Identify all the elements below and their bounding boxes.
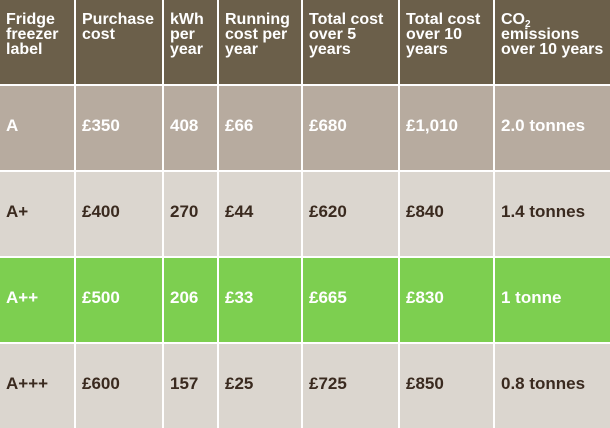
header-total-cost-5-years: Total cost over 5 years [303, 0, 400, 86]
cell-co2: 1 tonne [495, 258, 610, 344]
header-running-cost: Running cost per year [219, 0, 303, 86]
cell-kwh: 270 [164, 172, 219, 258]
co2-text: CO [501, 11, 525, 28]
header-co2-emissions: CO2 emissions over 10 years [495, 0, 610, 86]
cell-kwh: 157 [164, 344, 219, 428]
cell-label: A [0, 86, 76, 172]
cell-purchase-cost: £350 [76, 86, 164, 172]
cell-kwh: 206 [164, 258, 219, 344]
cell-total-5: £620 [303, 172, 400, 258]
cell-co2: 2.0 tonnes [495, 86, 610, 172]
cell-running-cost: £25 [219, 344, 303, 428]
cell-total-5: £680 [303, 86, 400, 172]
cell-total-10: £840 [400, 172, 495, 258]
co2-subscript: 2 [525, 19, 531, 30]
table-row-a-plus-plus-plus: A+++ £600 157 £25 £725 £850 0.8 tonnes [0, 344, 610, 428]
cell-running-cost: £44 [219, 172, 303, 258]
table-row-a-plus: A+ £400 270 £44 £620 £840 1.4 tonnes [0, 172, 610, 258]
header-kwh-per-year: kWh per year [164, 0, 219, 86]
cell-co2: 0.8 tonnes [495, 344, 610, 428]
cell-total-5: £665 [303, 258, 400, 344]
header-label: Fridge freezer label [0, 0, 76, 86]
cell-kwh: 408 [164, 86, 219, 172]
cell-co2: 1.4 tonnes [495, 172, 610, 258]
cell-label: A++ [0, 258, 76, 344]
table-row-a-plus-plus: A++ £500 206 £33 £665 £830 1 tonne [0, 258, 610, 344]
cell-total-5: £725 [303, 344, 400, 428]
cell-label: A+++ [0, 344, 76, 428]
cell-purchase-cost: £400 [76, 172, 164, 258]
co2-header-rest: emissions over 10 years [501, 26, 604, 58]
cell-total-10: £850 [400, 344, 495, 428]
cell-purchase-cost: £600 [76, 344, 164, 428]
cell-purchase-cost: £500 [76, 258, 164, 344]
cell-label: A+ [0, 172, 76, 258]
cell-total-10: £1,010 [400, 86, 495, 172]
cell-running-cost: £66 [219, 86, 303, 172]
table-row-a: A £350 408 £66 £680 £1,010 2.0 tonnes [0, 86, 610, 172]
header-total-cost-10-years: Total cost over 10 years [400, 0, 495, 86]
cell-running-cost: £33 [219, 258, 303, 344]
header-row: Fridge freezer label Purchase cost kWh p… [0, 0, 610, 86]
cell-total-10: £830 [400, 258, 495, 344]
header-purchase-cost: Purchase cost [76, 0, 164, 86]
